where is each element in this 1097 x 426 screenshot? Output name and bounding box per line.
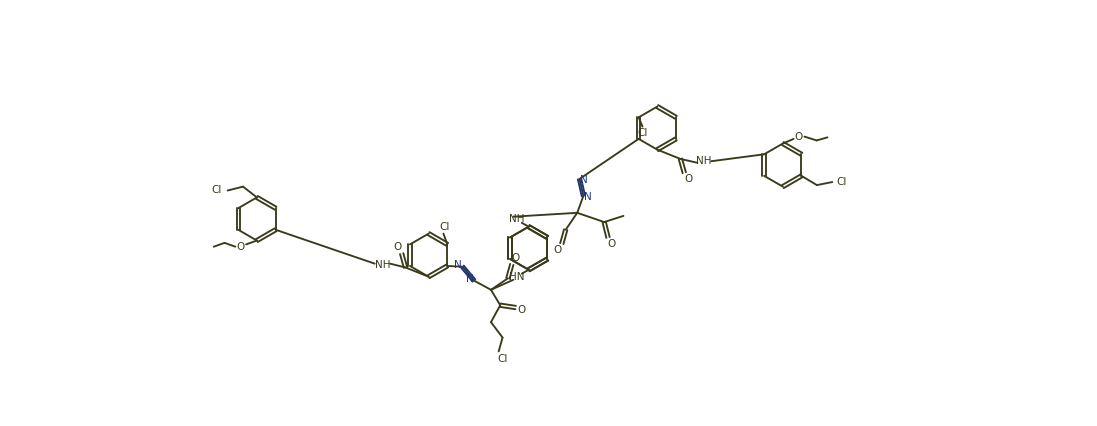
Text: NH: NH — [375, 260, 391, 270]
Text: NH: NH — [509, 214, 525, 224]
Text: O: O — [795, 132, 803, 141]
Text: O: O — [237, 242, 245, 252]
Text: Cl: Cl — [497, 354, 508, 364]
Text: O: O — [685, 174, 692, 184]
Text: HN: HN — [509, 273, 525, 282]
Text: N: N — [584, 193, 592, 202]
Text: N: N — [580, 176, 588, 185]
Text: Cl: Cl — [836, 177, 847, 187]
Text: Cl: Cl — [212, 185, 222, 196]
Text: Cl: Cl — [637, 128, 647, 138]
Text: O: O — [554, 245, 562, 255]
Text: O: O — [608, 239, 617, 249]
Text: N: N — [465, 274, 473, 284]
Text: O: O — [518, 305, 525, 315]
Text: NH: NH — [695, 156, 711, 166]
Text: O: O — [511, 253, 520, 263]
Text: Cl: Cl — [440, 222, 450, 233]
Text: O: O — [394, 242, 402, 253]
Text: N: N — [454, 260, 462, 270]
